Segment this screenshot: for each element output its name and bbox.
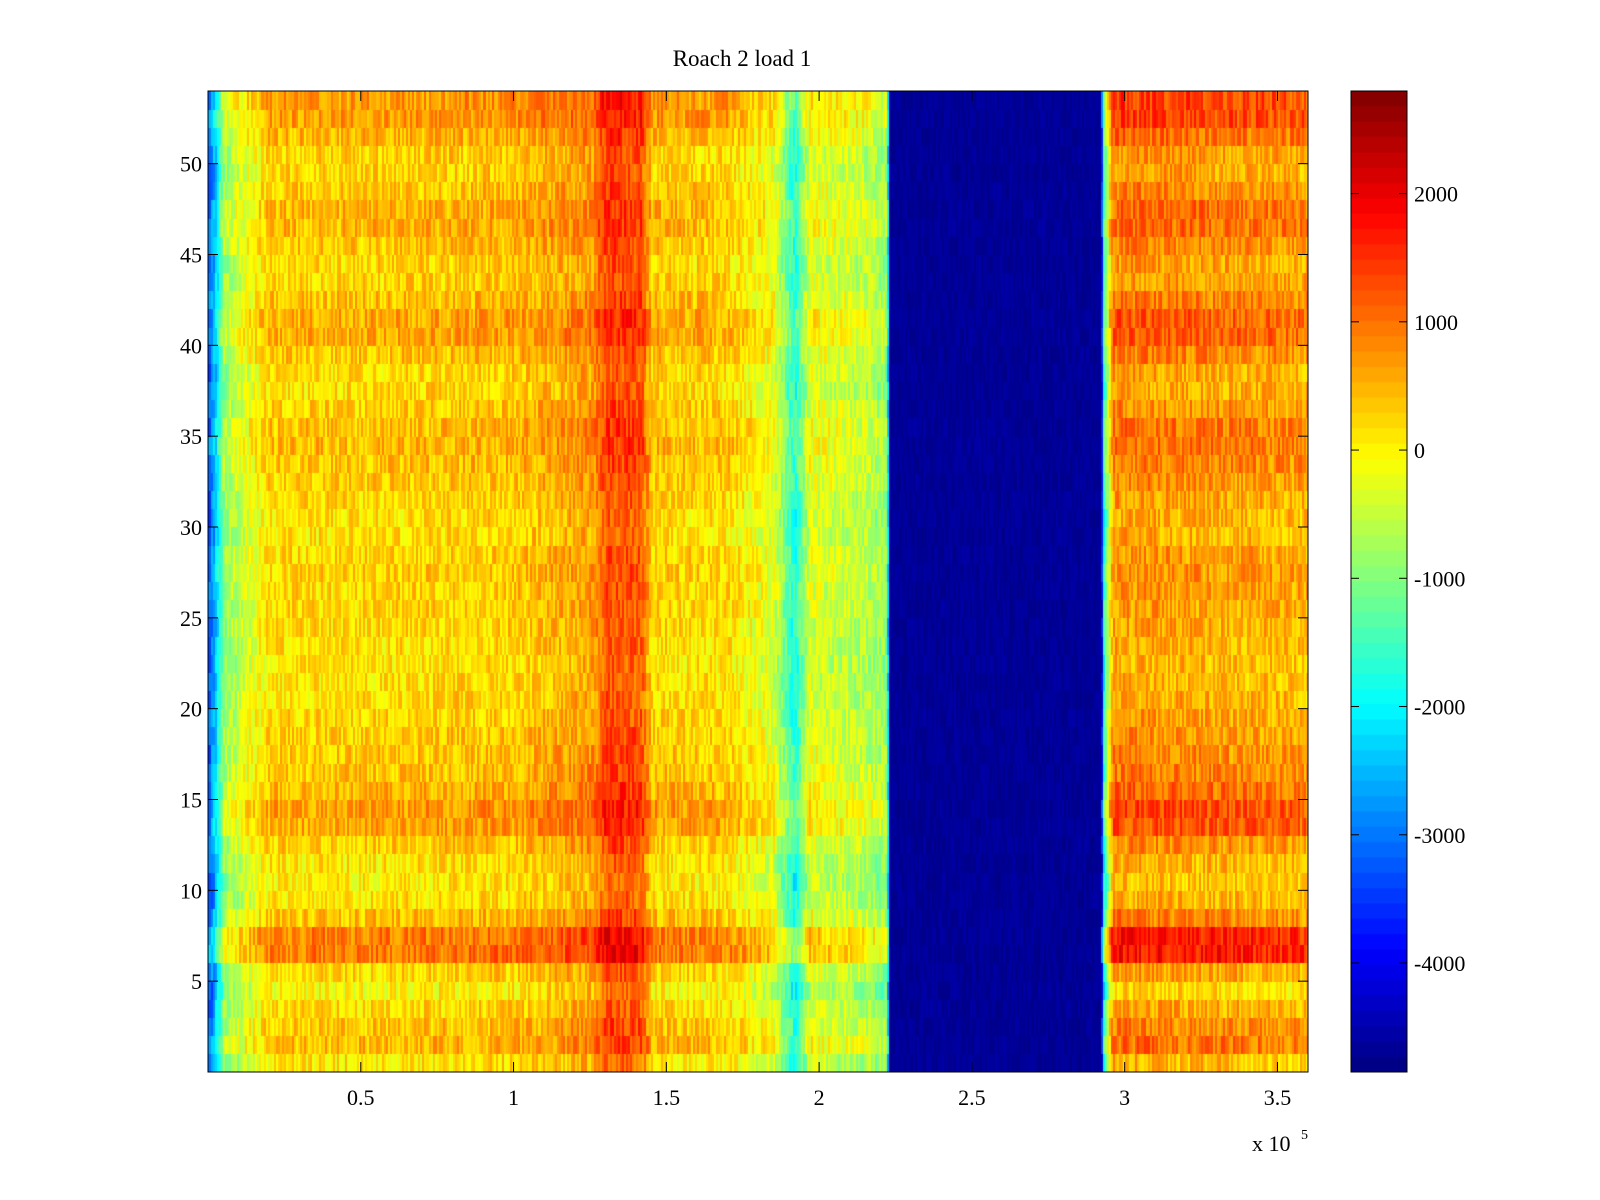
y-tick-label: 30 [180, 515, 202, 540]
y-tick-label: 20 [180, 697, 202, 722]
x-tick-label: 3.5 [1264, 1085, 1292, 1110]
colorbar-tick-label: 2000 [1414, 182, 1458, 207]
colorbar-frame [1350, 90, 1408, 1073]
colorbar-tick-label: -2000 [1414, 695, 1465, 720]
y-tick-label: 15 [180, 788, 202, 813]
plot-frame [207, 90, 1309, 1073]
heatmap-plot-area [207, 90, 1309, 1073]
colorbar-gradient [1351, 91, 1407, 1072]
y-tick-label: 10 [180, 878, 202, 903]
y-tick-label: 25 [180, 606, 202, 631]
x-tick-label: 2 [814, 1085, 825, 1110]
colorbar: 2000 1000 0 -1000 -2000 -3000 -4000 [1350, 90, 1465, 1073]
colorbar-tick-label: -4000 [1414, 951, 1465, 976]
x-multiplier-text: x 10 [1252, 1131, 1291, 1156]
colorbar-tick-label: -3000 [1414, 823, 1465, 848]
heatmap-image [208, 91, 1308, 1072]
y-tick-label: 5 [191, 969, 202, 994]
chart-title: Roach 2 load 1 [673, 46, 812, 71]
x-multiplier-label: x 10 5 [1252, 1128, 1308, 1156]
y-tick-label: 45 [180, 243, 202, 268]
colorbar-ticks: 2000 1000 0 -1000 -2000 -3000 -4000 [1351, 182, 1465, 976]
x-multiplier-exponent: 5 [1301, 1128, 1308, 1143]
x-axis: 0.5 1 1.5 2 2.5 3 3.5 [347, 91, 1291, 1110]
x-tick-label: 1 [508, 1085, 519, 1110]
y-tick-label: 40 [180, 333, 202, 358]
x-tick-label: 1.5 [653, 1085, 681, 1110]
y-tick-label: 50 [180, 152, 202, 177]
x-tick-label: 2.5 [958, 1085, 986, 1110]
colorbar-tick-label: -1000 [1414, 566, 1465, 591]
x-tick-label: 0.5 [347, 1085, 375, 1110]
x-tick-label: 3 [1119, 1085, 1130, 1110]
y-tick-label: 35 [180, 424, 202, 449]
colorbar-tick-label: 1000 [1414, 310, 1458, 335]
colorbar-tick-label: 0 [1414, 438, 1425, 463]
y-axis: 5 10 15 20 25 30 35 40 45 50 [180, 152, 1308, 994]
